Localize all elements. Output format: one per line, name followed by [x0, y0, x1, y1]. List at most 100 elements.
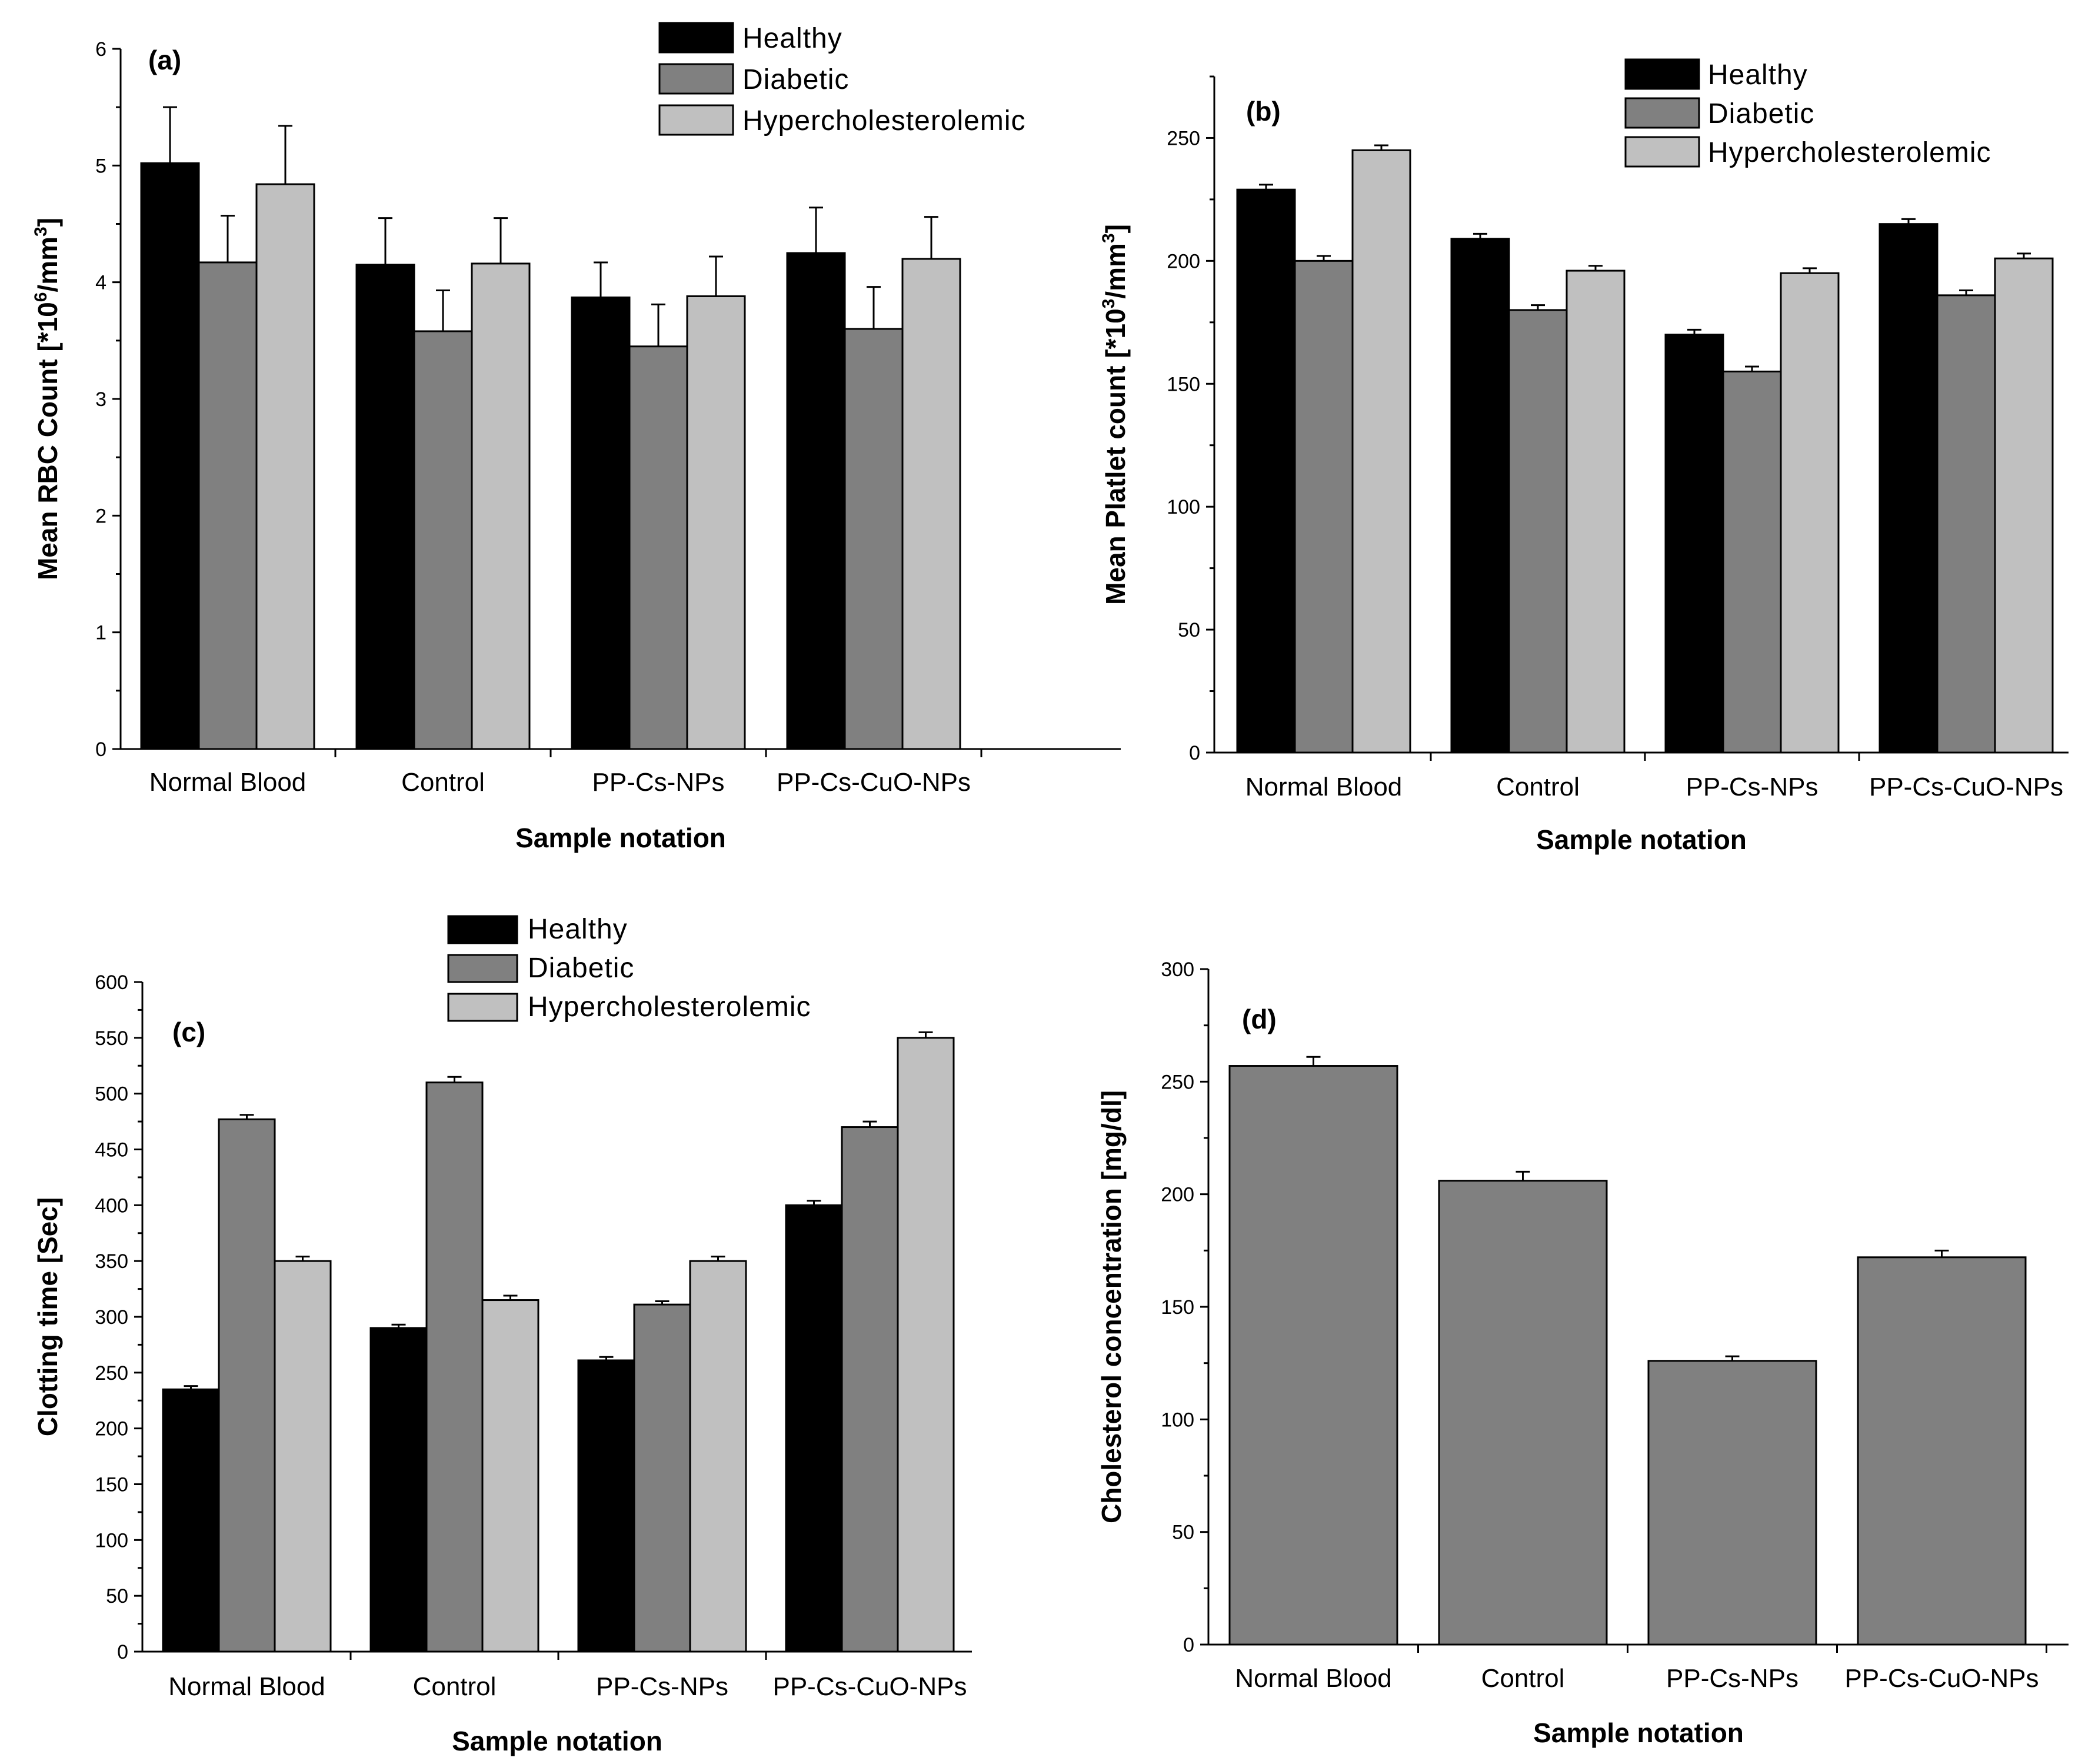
y-axis-title-part: /mm: [32, 237, 63, 292]
bar-c-3-0: [785, 1204, 843, 1653]
y-tick-label: 150: [1161, 1296, 1194, 1319]
y-tick-label: 600: [95, 971, 128, 994]
y-axis-title-superscript: 3: [1099, 299, 1118, 309]
y-tick-label: 5: [95, 155, 106, 177]
y-tick-label: 100: [1167, 496, 1200, 518]
legend-b: Healthy Diabetic Hypercholesterolemic: [1624, 58, 1991, 168]
y-axis-title: Mean Platlet count [*103/mm3]: [1099, 224, 1131, 605]
legend-swatch-hypercholesterolemic: [447, 993, 518, 1022]
bar-d-3-0: [1857, 1256, 2027, 1646]
bar-a-0-0: [140, 162, 200, 750]
bar-c-0-1: [218, 1118, 276, 1653]
y-axis-title: Mean RBC Count [*106/mm3]: [31, 218, 63, 580]
y-tick-label: 200: [1167, 250, 1200, 272]
y-tick-label: 400: [95, 1194, 128, 1217]
y-tick-label: 250: [1167, 127, 1200, 149]
bar-b-2-2: [1780, 272, 1840, 754]
y-tick-label: 50: [106, 1585, 128, 1607]
legend-label: Hypercholesterolemic: [742, 105, 1026, 137]
legend-swatch-healthy: [658, 22, 734, 54]
y-tick-label: 250: [1161, 1071, 1194, 1093]
y-axis-title-part: /mm: [1100, 243, 1131, 299]
chart-panel-d: Normal Blood Control PP-Cs-NPs PP-Cs-CuO-NP…: [1096, 958, 2069, 1748]
y-axis-title-superscript: 3: [1099, 233, 1118, 243]
y-tick-label: 500: [95, 1083, 128, 1106]
panel-label: (b): [1246, 96, 1281, 127]
y-axis-title-part: ]: [1100, 224, 1131, 233]
bar-b-1-2: [1566, 269, 1626, 754]
bar-d-1-0: [1438, 1180, 1608, 1646]
bar-c-1-1: [425, 1081, 484, 1653]
y-tick-label: 200: [1161, 1184, 1194, 1206]
legend-swatch-hypercholesterolemic: [1624, 136, 1700, 168]
bar-c-3-2: [897, 1037, 955, 1653]
bar-b-3-1: [1936, 294, 1996, 754]
x-tick-label: Normal Blood: [149, 768, 307, 797]
y-axis-title-part: ]: [32, 218, 63, 227]
legend-swatch-healthy: [447, 915, 518, 944]
bar-a-0-1: [198, 261, 258, 750]
panel-label: (d): [1242, 1004, 1277, 1034]
legend-swatch-diabetic: [658, 63, 734, 95]
x-axis-title: Sample notation: [515, 823, 726, 853]
y-tick-label: 200: [95, 1418, 128, 1440]
bar-c-3-1: [841, 1126, 899, 1653]
y-tick-label: 0: [1189, 742, 1200, 764]
x-axis-title: Sample notation: [1533, 1718, 1744, 1748]
y-axis-title: Clotting time [Sec]: [32, 1197, 63, 1436]
bar-a-2-1: [628, 345, 688, 750]
chart-panel-b: Normal Blood Control PP-Cs-NPs PP-Cs-CuO-NP…: [1099, 58, 2069, 855]
y-tick-label: 0: [117, 1641, 128, 1663]
bar-c-2-0: [577, 1359, 635, 1653]
bar-b-0-0: [1236, 188, 1296, 754]
y-axis-title: Cholesterol concentration [mg/dl]: [1096, 1090, 1127, 1523]
x-tick-label: PP-Cs-CuO-NPs: [1869, 773, 2063, 801]
y-tick-label: 6: [95, 38, 106, 61]
bar-b-1-1: [1508, 309, 1568, 754]
y-tick-label: 0: [1183, 1634, 1194, 1656]
bar-c-2-2: [689, 1260, 747, 1653]
y-tick-label: 2: [95, 505, 106, 527]
bar-a-1-2: [471, 262, 531, 750]
y-axis-title-part: Mean RBC Count [*10: [32, 302, 63, 580]
bar-a-3-0: [786, 252, 846, 750]
legend-label: Hypercholesterolemic: [528, 991, 811, 1023]
y-tick-label: 50: [1172, 1522, 1194, 1544]
legend-label: Healthy: [1708, 59, 1808, 91]
x-tick-label: PP-Cs-NPs: [592, 768, 725, 797]
bar-b-1-0: [1450, 238, 1510, 754]
x-axis-title: Sample notation: [1536, 824, 1747, 855]
bar-b-2-1: [1722, 370, 1782, 754]
bar-a-1-1: [413, 330, 473, 750]
bar-a-1-0: [355, 264, 415, 750]
chart-panel-a: Normal Blood Control PP-Cs-NPs PP-Cs-CuO-NP…: [31, 22, 1121, 853]
y-tick-label: 350: [95, 1250, 128, 1273]
y-tick-label: 300: [95, 1306, 128, 1329]
bar-a-2-0: [571, 296, 631, 750]
y-tick-label: 450: [95, 1139, 128, 1161]
panel-label: (c): [172, 1017, 205, 1047]
x-tick-label: PP-Cs-NPs: [1666, 1664, 1798, 1693]
bar-a-3-2: [901, 258, 961, 750]
x-tick-label: PP-Cs-NPs: [1686, 773, 1818, 801]
y-tick-label: 0: [95, 738, 106, 761]
bar-c-0-2: [274, 1260, 332, 1653]
legend-swatch-hypercholesterolemic: [658, 104, 734, 136]
legend-swatch-diabetic: [447, 954, 518, 983]
x-tick-label: Control: [401, 768, 485, 797]
bar-a-2-2: [686, 295, 746, 750]
bar-c-1-0: [369, 1327, 428, 1653]
panel-label: (a): [148, 45, 181, 75]
legend-label: Healthy: [742, 23, 842, 54]
x-tick-label: PP-Cs-CuO-NPs: [1844, 1664, 2039, 1693]
bar-d-2-0: [1647, 1360, 1817, 1646]
bar-a-3-1: [844, 328, 904, 750]
bar-b-3-2: [1994, 257, 2054, 754]
bar-c-1-2: [481, 1299, 539, 1653]
chart-panel-c: Normal Blood Control PP-Cs-NPs PP-Cs-CuO-NP…: [32, 914, 972, 1756]
y-tick-label: 4: [95, 272, 106, 294]
y-tick-label: 100: [95, 1529, 128, 1552]
x-tick-label: Control: [1496, 773, 1580, 801]
y-axis-title-part: Mean Platlet count [*10: [1100, 308, 1131, 605]
